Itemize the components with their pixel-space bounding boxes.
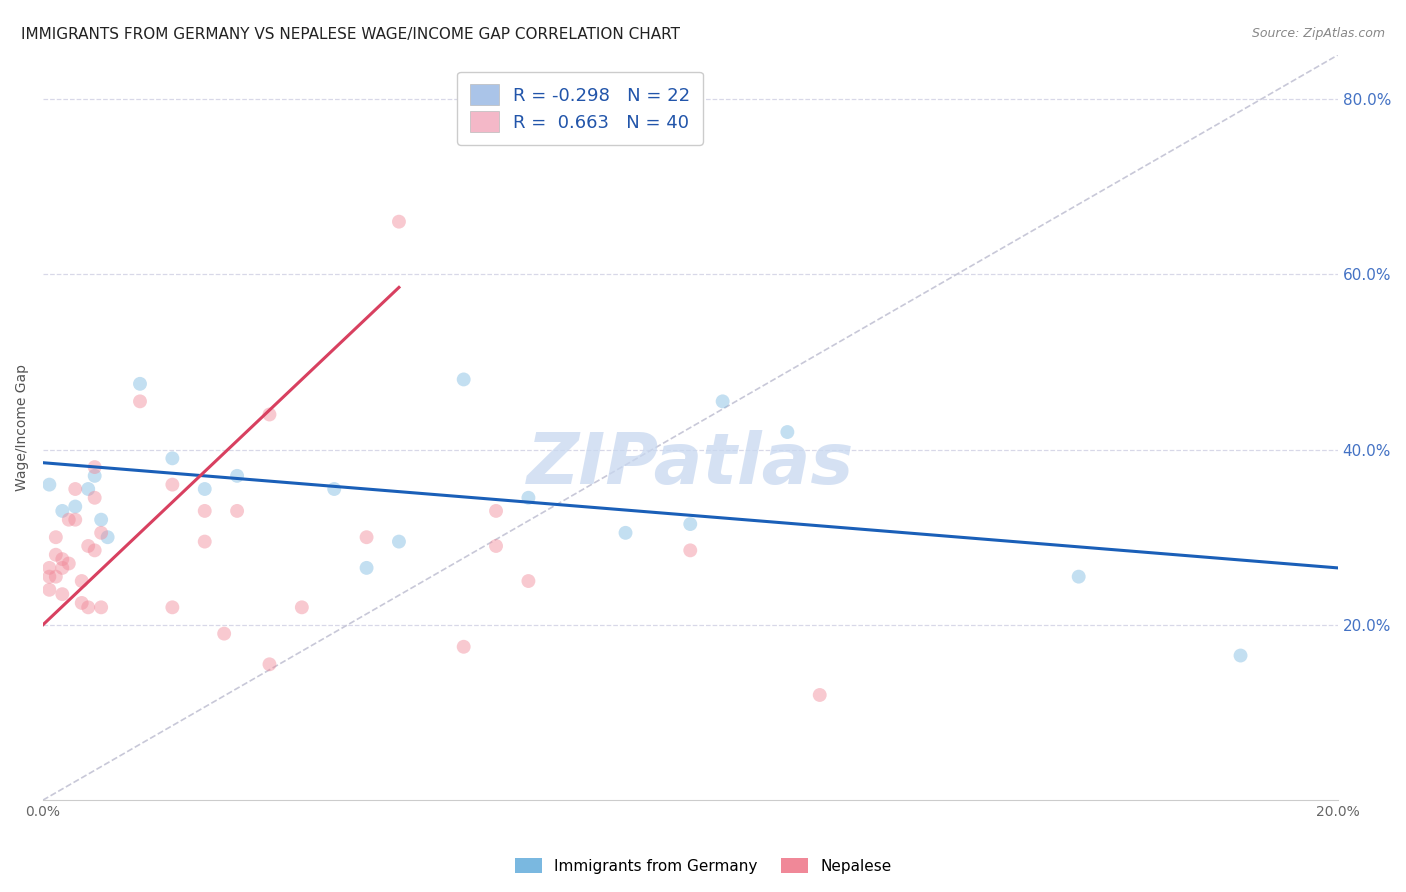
Y-axis label: Wage/Income Gap: Wage/Income Gap bbox=[15, 364, 30, 491]
Point bbox=[65, 500, 87, 514]
Point bbox=[776, 425, 799, 439]
Point bbox=[90, 513, 112, 527]
Point bbox=[51, 504, 73, 518]
Point bbox=[58, 513, 80, 527]
Legend: R = -0.298   N = 22, R =  0.663   N = 40: R = -0.298 N = 22, R = 0.663 N = 40 bbox=[457, 71, 703, 145]
Point bbox=[77, 600, 100, 615]
Point bbox=[679, 543, 702, 558]
Point bbox=[162, 477, 184, 491]
Point bbox=[1229, 648, 1251, 663]
Point bbox=[614, 525, 637, 540]
Point bbox=[356, 561, 378, 575]
Legend: Immigrants from Germany, Nepalese: Immigrants from Germany, Nepalese bbox=[509, 852, 897, 880]
Point bbox=[485, 504, 508, 518]
Point bbox=[517, 491, 540, 505]
Point bbox=[65, 482, 87, 496]
Point bbox=[51, 587, 73, 601]
Point bbox=[90, 600, 112, 615]
Point bbox=[77, 482, 100, 496]
Point bbox=[194, 534, 217, 549]
Point bbox=[162, 451, 184, 466]
Point bbox=[70, 574, 93, 588]
Point bbox=[83, 468, 105, 483]
Text: ZIPatlas: ZIPatlas bbox=[527, 431, 853, 500]
Point bbox=[453, 640, 475, 654]
Point bbox=[388, 534, 411, 549]
Point bbox=[162, 600, 184, 615]
Point bbox=[226, 468, 249, 483]
Point bbox=[45, 530, 67, 544]
Point bbox=[83, 491, 105, 505]
Point bbox=[38, 477, 60, 491]
Point bbox=[291, 600, 314, 615]
Point bbox=[356, 530, 378, 544]
Text: Source: ZipAtlas.com: Source: ZipAtlas.com bbox=[1251, 27, 1385, 40]
Point bbox=[129, 394, 152, 409]
Point bbox=[517, 574, 540, 588]
Point bbox=[45, 548, 67, 562]
Text: IMMIGRANTS FROM GERMANY VS NEPALESE WAGE/INCOME GAP CORRELATION CHART: IMMIGRANTS FROM GERMANY VS NEPALESE WAGE… bbox=[21, 27, 681, 42]
Point bbox=[129, 376, 152, 391]
Point bbox=[51, 552, 73, 566]
Point bbox=[83, 460, 105, 475]
Point bbox=[194, 482, 217, 496]
Point bbox=[259, 657, 281, 672]
Point bbox=[453, 372, 475, 386]
Point bbox=[83, 543, 105, 558]
Point bbox=[259, 408, 281, 422]
Point bbox=[58, 557, 80, 571]
Point bbox=[77, 539, 100, 553]
Point bbox=[323, 482, 346, 496]
Point bbox=[226, 504, 249, 518]
Point bbox=[51, 561, 73, 575]
Point bbox=[711, 394, 734, 409]
Point bbox=[485, 539, 508, 553]
Point bbox=[212, 626, 235, 640]
Point bbox=[65, 513, 87, 527]
Point bbox=[97, 530, 120, 544]
Point bbox=[1067, 569, 1090, 583]
Point bbox=[388, 215, 411, 229]
Point bbox=[679, 517, 702, 532]
Point bbox=[90, 525, 112, 540]
Point bbox=[70, 596, 93, 610]
Point bbox=[45, 569, 67, 583]
Point bbox=[808, 688, 831, 702]
Point bbox=[194, 504, 217, 518]
Point bbox=[38, 561, 60, 575]
Point bbox=[38, 582, 60, 597]
Point bbox=[38, 569, 60, 583]
